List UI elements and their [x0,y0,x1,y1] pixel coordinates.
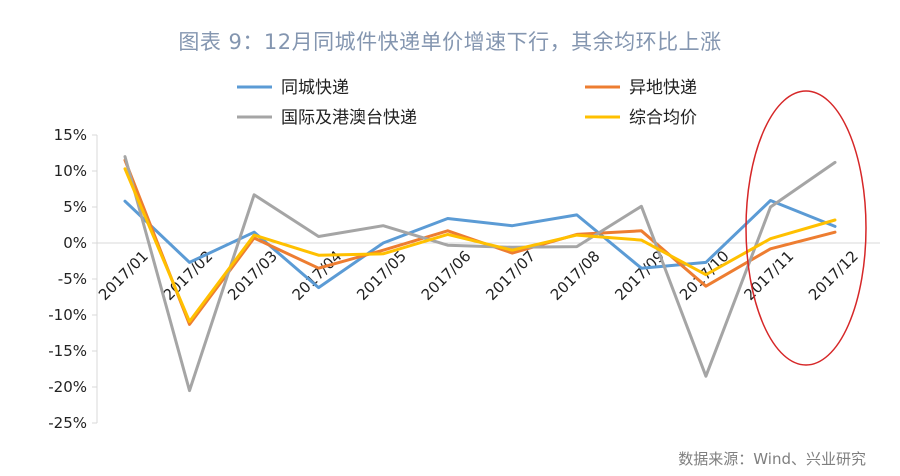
x-tick-label: 2017/07 [482,247,539,304]
y-tick-label: -15% [48,342,87,360]
legend-label: 同城快递 [281,78,349,98]
series-line [123,199,837,290]
series-lines [123,155,837,393]
y-tick-label: 10% [54,162,87,180]
y-tick-label: -20% [48,378,87,396]
legend-label: 国际及港澳台快递 [281,108,417,128]
y-tick-label: -5% [58,270,87,288]
y-tick-label: 5% [63,198,87,216]
annotation-layer [745,90,867,366]
y-tick-label: 0% [63,234,87,252]
data-source: 数据来源：Wind、兴业研究 [678,450,866,468]
x-tick-label: 2017/08 [547,247,604,304]
chart-title: 图表 9：12月同城件快递单价增速下行，其余均环比上涨 [178,30,722,54]
series-line [123,155,837,393]
y-tick-label: -10% [48,306,87,324]
legend-label: 异地快递 [629,78,697,98]
highlight-ellipse [745,90,867,366]
legend-label: 综合均价 [629,108,697,128]
y-tick-label: 15% [54,126,87,144]
x-tick-label: 2017/01 [95,247,152,304]
x-tick-label: 2017/06 [418,247,475,304]
x-tick-label: 2017/12 [805,247,862,304]
series-line [123,167,837,323]
y-tick-label: -25% [48,414,87,432]
